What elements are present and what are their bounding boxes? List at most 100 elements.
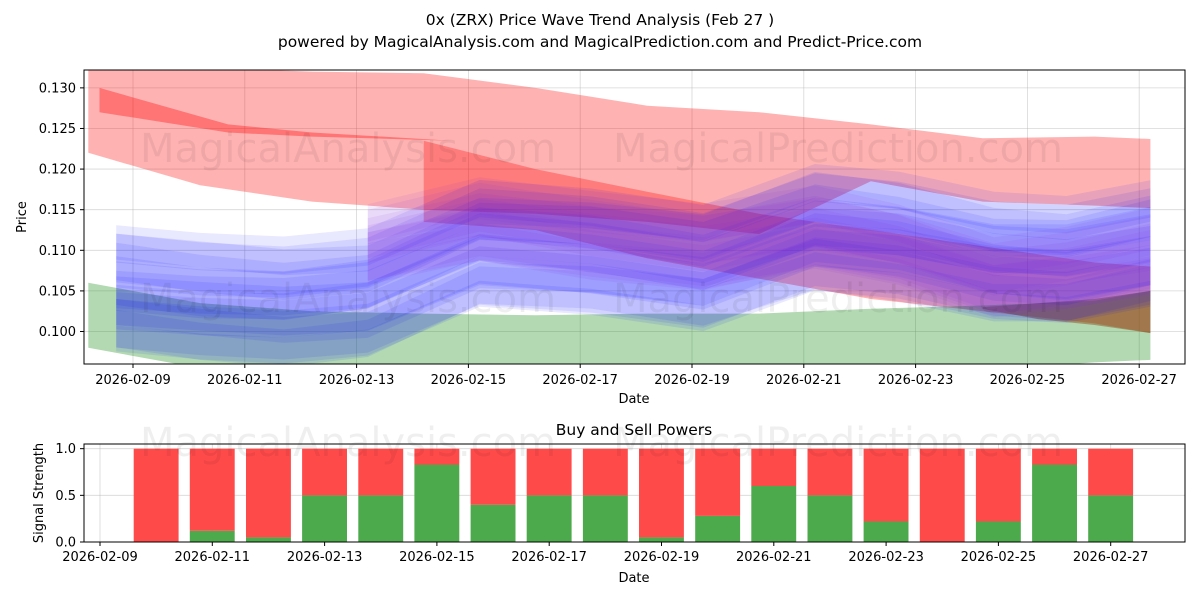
price-plot-frame [83, 69, 1186, 365]
watermark-text: MagicalPrediction.com [613, 420, 1063, 466]
price-x-ticks: 2026-02-09 2026-02-11 2026-02-13 2026-02-15… [95, 364, 1177, 388]
purple-wave [367, 177, 1151, 275]
y-tick-label: 0.125 [39, 122, 76, 137]
y-tick-label: 0.110 [39, 244, 76, 259]
green-band [88, 282, 1151, 364]
x-tick-label: 2026-02-25 [961, 550, 1037, 565]
x-tick-label: 2026-02-09 [62, 550, 138, 565]
power-plot-frame [83, 443, 1186, 543]
y-tick-label: 1.0 [55, 442, 76, 457]
purple-wave [367, 193, 1151, 277]
watermark-text: MagicalAnalysis.com [140, 420, 556, 466]
sell-bar [975, 448, 1021, 522]
red-wedge [99, 87, 452, 141]
y-tick-label: 0.130 [39, 81, 76, 96]
buy-bar [1032, 464, 1077, 542]
blue-wave [116, 172, 1151, 276]
x-tick-label: 2026-02-09 [95, 373, 171, 388]
buy-bar [470, 504, 516, 542]
y-tick-label: 0.100 [39, 325, 76, 340]
buy-bar [189, 530, 235, 542]
price-y-axis-label: Price [15, 201, 30, 233]
sell-bar [1088, 448, 1134, 496]
blue-wave [116, 184, 1151, 301]
brown-band [982, 290, 1151, 334]
buy-bar [302, 495, 347, 542]
buy-bar [246, 537, 291, 542]
watermark-text: MagicalAnalysis.com [140, 126, 556, 172]
price-waves [116, 164, 1151, 364]
x-tick-label: 2026-02-11 [175, 550, 251, 565]
purple-wave [367, 223, 1151, 312]
x-tick-label: 2026-02-23 [878, 373, 954, 388]
blue-wave [116, 173, 1151, 296]
x-tick-label: 2026-02-13 [287, 550, 363, 565]
y-tick-label: 0.115 [39, 203, 76, 218]
x-tick-label: 2026-02-17 [511, 550, 587, 565]
price-watermarks: MagicalAnalysis.com MagicalPrediction.co… [140, 126, 1063, 322]
blue-wave [116, 238, 1151, 343]
power-y-ticks: 0.0 0.5 1.0 [55, 442, 84, 551]
buy-bar [751, 486, 797, 542]
sell-bar [1032, 448, 1077, 465]
x-tick-label: 2026-02-23 [848, 550, 924, 565]
x-tick-label: 2026-02-15 [399, 550, 475, 565]
blue-wave [116, 200, 1151, 298]
sell-bar [133, 448, 179, 542]
sell-bar [695, 448, 741, 516]
power-plot: MagicalAnalysis.com MagicalPrediction.co… [32, 420, 1186, 586]
x-tick-label: 2026-02-27 [1101, 373, 1177, 388]
buy-bar [358, 495, 404, 542]
y-tick-label: 0.105 [39, 284, 76, 299]
sell-bar [582, 448, 628, 496]
sell-bar [414, 448, 460, 465]
blue-wave [116, 208, 1151, 316]
x-tick-label: 2026-02-21 [766, 373, 842, 388]
purple-wave [367, 207, 1151, 314]
purple-wave [367, 234, 1151, 318]
price-x-axis-label: Date [618, 392, 649, 407]
purple-wave [367, 198, 1151, 296]
buy-bar [807, 495, 853, 542]
sell-bar [246, 448, 291, 538]
blue-wave [116, 223, 1151, 320]
chart-subtitle: powered by MagicalAnalysis.com and Magic… [278, 33, 922, 51]
y-tick-label: 0.5 [55, 489, 76, 504]
x-tick-label: 2026-02-17 [542, 373, 618, 388]
buy-bar [582, 495, 628, 542]
upper-red-band [88, 70, 1151, 235]
x-tick-label: 2026-02-21 [736, 550, 812, 565]
buy-bar [526, 495, 572, 542]
x-tick-label: 2026-02-25 [990, 373, 1066, 388]
watermark-text: MagicalPrediction.com [613, 126, 1063, 172]
price-y-ticks: 0.100 0.105 0.110 0.115 0.120 0.125 0.130 [39, 81, 84, 340]
sell-bar [807, 448, 853, 496]
x-tick-label: 2026-02-11 [207, 373, 283, 388]
blue-wave [116, 213, 1151, 336]
blue-wave [116, 252, 1151, 364]
watermark-text: MagicalPrediction.com [613, 276, 1063, 322]
sell-bar [189, 448, 235, 531]
price-bands [88, 70, 1151, 364]
sell-bar [919, 448, 965, 542]
x-tick-label: 2026-02-15 [431, 373, 507, 388]
chart-title: 0x (ZRX) Price Wave Trend Analysis (Feb … [426, 11, 774, 29]
power-x-ticks: 2026-02-09 2026-02-11 2026-02-13 2026-02-15… [62, 542, 1148, 565]
x-tick-label: 2026-02-19 [654, 373, 730, 388]
power-watermarks: MagicalAnalysis.com MagicalPrediction.co… [140, 420, 1063, 466]
blue-wave [116, 264, 1151, 364]
buy-bar [1088, 495, 1134, 542]
sell-bar [358, 448, 404, 496]
power-y-axis-label: Signal Strength [32, 443, 47, 543]
y-tick-label: 0.0 [55, 536, 76, 551]
power-chart-title: Buy and Sell Powers [556, 421, 713, 439]
purple-wave [367, 209, 1151, 292]
buy-bar [975, 521, 1021, 542]
x-tick-label: 2026-02-19 [624, 550, 700, 565]
x-tick-label: 2026-02-27 [1073, 550, 1149, 565]
buy-bar [863, 521, 909, 542]
power-bars [133, 448, 1134, 542]
x-tick-label: 2026-02-13 [319, 373, 395, 388]
blue-wave [116, 229, 1151, 338]
sell-bar [526, 448, 572, 496]
